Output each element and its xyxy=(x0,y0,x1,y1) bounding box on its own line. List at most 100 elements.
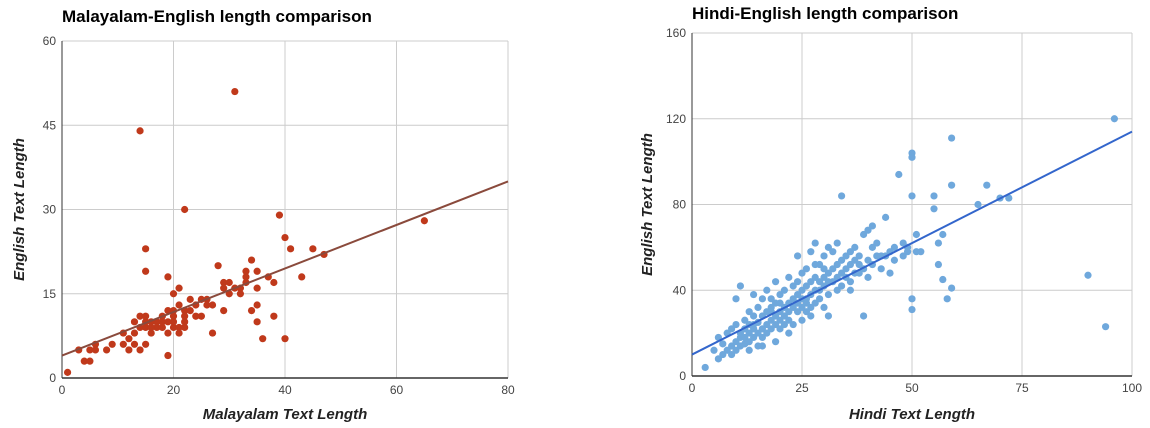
malayalam-y-tick-label: 15 xyxy=(43,287,57,301)
hindi-data-point xyxy=(732,320,740,329)
malayalam-data-point xyxy=(181,323,189,332)
hindi-data-point xyxy=(811,239,819,247)
malayalam-data-point xyxy=(242,273,250,281)
hindi-x-axis-label: Hindi Text Length xyxy=(849,406,975,423)
malayalam-data-point xyxy=(158,318,166,326)
hindi-data-point xyxy=(917,248,925,256)
hindi-data-point xyxy=(1102,323,1110,331)
hindi-data-point xyxy=(824,312,833,320)
malayalam-data-point xyxy=(103,346,111,354)
malayalam-data-point xyxy=(86,357,94,365)
malayalam-data-point xyxy=(147,329,155,337)
malayalam-data-point xyxy=(275,211,284,219)
hindi-data-point xyxy=(816,295,824,303)
hindi-data-point xyxy=(750,290,758,299)
malayalam-data-point xyxy=(281,335,289,343)
malayalam-x-tick-label: 80 xyxy=(501,383,515,397)
malayalam-x-axis-label: Malayalam Text Length xyxy=(203,406,368,423)
malayalam-data-point xyxy=(309,245,317,253)
malayalam-data-point xyxy=(175,301,183,309)
hindi-y-tick-label: 160 xyxy=(666,26,686,40)
hindi-y-tick-label: 80 xyxy=(673,198,687,212)
malayalam-data-point xyxy=(169,318,178,326)
malayalam-data-point xyxy=(142,312,150,320)
hindi-data-point xyxy=(820,303,828,311)
malayalam-x-tick-label: 40 xyxy=(278,383,292,397)
malayalam-data-point xyxy=(86,346,94,354)
hindi-data-point xyxy=(732,295,740,303)
malayalam-data-point xyxy=(203,301,211,309)
malayalam-data-point xyxy=(136,127,144,135)
hindi-data-point xyxy=(802,265,811,273)
hindi-y-axis-label: English Text Length xyxy=(639,133,656,276)
hindi-data-point xyxy=(983,181,991,189)
malayalam-data-point xyxy=(91,346,100,354)
malayalam-data-point xyxy=(220,278,228,287)
hindi-data-point xyxy=(908,153,916,161)
malayalam-data-point xyxy=(130,318,139,326)
malayalam-data-point xyxy=(253,267,261,275)
hindi-data-point xyxy=(974,200,982,209)
hindi-data-point xyxy=(838,282,846,290)
hindi-data-point xyxy=(758,342,767,350)
hindi-data-point xyxy=(780,320,789,329)
hindi-data-point xyxy=(780,286,789,294)
hindi-data-point xyxy=(851,243,859,251)
hindi-data-point xyxy=(776,299,784,307)
malayalam-data-point xyxy=(253,284,261,292)
hindi-data-point xyxy=(860,312,868,320)
hindi-data-point xyxy=(948,134,956,142)
malayalam-data-point xyxy=(231,87,239,96)
malayalam-data-point xyxy=(225,278,233,287)
hindi-data-point xyxy=(833,239,841,247)
hindi-data-point xyxy=(789,320,797,329)
malayalam-data-point xyxy=(175,323,183,332)
malayalam-y-tick-label: 60 xyxy=(43,34,57,48)
hindi-data-point xyxy=(930,205,938,213)
malayalam-data-point xyxy=(142,340,150,348)
malayalam-data-point xyxy=(164,273,172,281)
hindi-x-tick-label: 100 xyxy=(1122,381,1142,395)
malayalam-data-point xyxy=(253,318,261,326)
malayalam-data-point xyxy=(298,273,306,281)
malayalam-data-point xyxy=(270,312,278,320)
malayalam-y-tick-label: 30 xyxy=(43,203,57,217)
chart-title-hindi: Hindi-English length comparison xyxy=(692,4,959,23)
hindi-data-point xyxy=(890,256,899,264)
hindi-data-point xyxy=(939,275,947,284)
hindi-data-point xyxy=(868,222,877,230)
malayalam-y-axis-label: English Text Length xyxy=(11,138,28,281)
hindi-data-point xyxy=(1110,115,1118,123)
malayalam-data-point xyxy=(247,256,256,264)
malayalam-data-point xyxy=(286,245,295,253)
malayalam-data-point xyxy=(142,323,150,332)
hindi-data-point xyxy=(772,338,780,346)
malayalam-data-point xyxy=(253,301,261,309)
hindi-data-point xyxy=(877,265,885,273)
hindi-data-point xyxy=(820,265,828,273)
malayalam-data-point xyxy=(214,262,222,270)
hindi-data-point xyxy=(934,239,943,247)
hindi-data-point xyxy=(754,303,762,311)
malayalam-data-point xyxy=(80,357,88,365)
malayalam-data-point xyxy=(175,329,183,337)
malayalam-data-point xyxy=(247,307,256,315)
malayalam-data-point xyxy=(181,312,189,320)
malayalam-data-point xyxy=(259,335,267,343)
hindi-data-point xyxy=(736,282,745,290)
hindi-data-point xyxy=(807,312,815,320)
hindi-data-point xyxy=(908,295,916,303)
malayalam-x-tick-label: 60 xyxy=(390,383,404,397)
malayalam-data-point xyxy=(208,329,217,337)
chart-title-malayalam: Malayalam-English length comparison xyxy=(62,7,372,26)
hindi-data-point xyxy=(846,278,855,286)
hindi-data-point xyxy=(948,284,956,292)
malayalam-data-point xyxy=(220,284,228,292)
malayalam-trendline xyxy=(61,180,509,357)
malayalam-data-point xyxy=(242,267,250,275)
malayalam-data-point xyxy=(420,217,428,225)
hindi-data-point xyxy=(908,305,916,314)
hindi-data-point xyxy=(908,192,916,200)
hindi-trendline xyxy=(691,130,1133,356)
